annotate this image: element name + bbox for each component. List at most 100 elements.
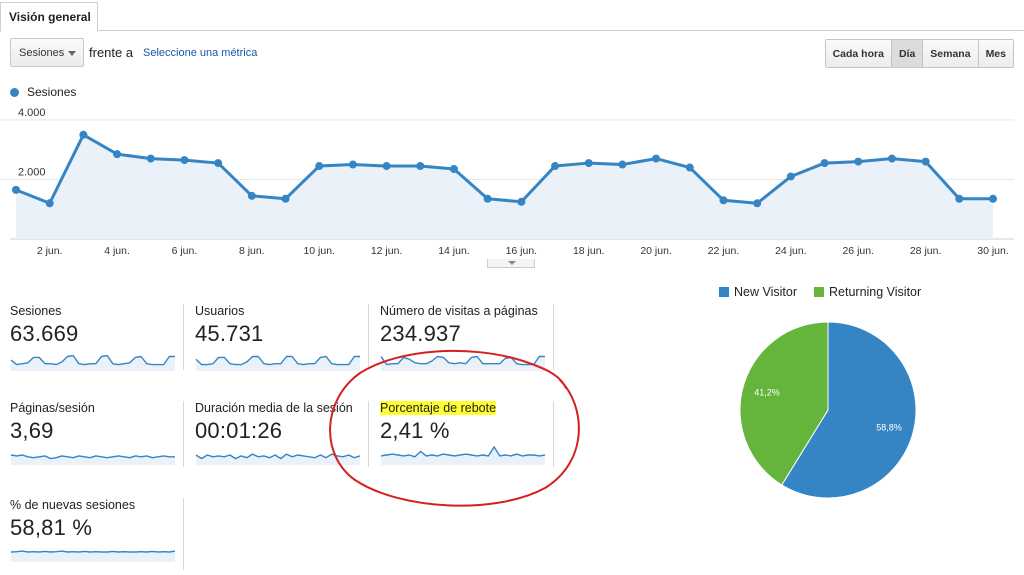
sparkline-fill (11, 455, 175, 465)
data-point (551, 162, 560, 171)
metric-pages-per-session[interactable]: Páginas/sesión 3,69 (10, 401, 178, 469)
x-tick-label: 10 jun. (303, 245, 335, 257)
data-point (584, 159, 593, 168)
data-point (214, 159, 223, 168)
metric-value: 45.731 (195, 321, 264, 346)
data-point (449, 165, 458, 174)
month-button[interactable]: Mes (978, 40, 1013, 67)
metric-label: Duración media de la sesión (195, 401, 353, 415)
pie-legend-returning[interactable]: Returning Visitor (814, 285, 921, 299)
y-tick-label: 4.000 (18, 107, 46, 119)
pie-slice (781, 321, 917, 499)
chart-resize-handle[interactable] (487, 259, 535, 268)
metric-select[interactable]: Sesiones (10, 38, 84, 67)
sparkline (10, 354, 175, 371)
x-tick-label: 6 jun. (172, 245, 198, 257)
sparkline (380, 446, 546, 465)
metric-new-sessions-percent[interactable]: % de nuevas sesiones 58,81 % (10, 498, 178, 566)
tab-bar: Visión general (0, 0, 1024, 32)
metric-label: Sesiones (10, 304, 62, 318)
metric-value: 3,69 (10, 418, 54, 443)
x-tick-label: 14 jun. (438, 245, 470, 257)
legend-label: New Visitor (734, 285, 797, 299)
week-button[interactable]: Semana (923, 40, 979, 67)
pie-legend-new[interactable]: New Visitor (719, 285, 797, 299)
y-tick-label: 2.000 (18, 166, 46, 178)
data-point (887, 154, 896, 163)
sparkline-line (10, 354, 175, 366)
x-tick-label: 4 jun. (104, 245, 130, 257)
sparkline-line (10, 454, 175, 460)
sparkline (195, 453, 361, 465)
data-point (652, 154, 661, 163)
metric-label: Páginas/sesión (10, 401, 95, 415)
data-point (786, 172, 795, 181)
chart-controls: Sesiones frente a Seleccione una métrica… (10, 38, 1014, 68)
chevron-down-icon (68, 51, 76, 56)
divider (183, 498, 184, 570)
versus-label: frente a (89, 45, 134, 60)
hourly-button[interactable]: Cada hora (825, 40, 892, 67)
legend-series-name: Sesiones (27, 85, 77, 99)
x-tick-label: 12 jun. (371, 245, 403, 257)
data-point (685, 163, 694, 172)
data-point (45, 199, 54, 208)
metric-value: 2,41 % (380, 418, 450, 443)
series-line (15, 133, 993, 205)
data-point (618, 160, 627, 169)
data-point (382, 162, 391, 171)
data-point (517, 197, 526, 206)
sessions-line-chart[interactable]: 2.000 4.000 2 jun. 4 jun. 6 jun. 8 jun. 10 jun… (0, 100, 1024, 260)
metric-value: 58,81 % (10, 515, 93, 540)
metric-value: 00:01:26 (195, 418, 283, 443)
data-point (820, 159, 829, 168)
data-point (247, 191, 256, 200)
metric-pageviews[interactable]: Número de visitas a páginas 234.937 (380, 304, 548, 372)
x-tick-label: 28 jun. (910, 245, 942, 257)
metric-label: Número de visitas a páginas (380, 304, 538, 318)
highlighted-label: Porcentaje de rebote (380, 401, 497, 415)
legend-swatch (814, 287, 824, 297)
chart-legend: Sesiones (10, 85, 76, 99)
tab-overview[interactable]: Visión general (0, 2, 98, 32)
data-point (753, 199, 762, 208)
data-point (719, 196, 728, 205)
pie-slice-label: 41,2% (754, 388, 780, 398)
area-fill (16, 134, 993, 239)
chevron-down-icon (508, 261, 516, 265)
x-tick-label: 30 jun. (977, 245, 1009, 257)
x-tick-label: 20 jun. (640, 245, 672, 257)
sparkline (380, 355, 545, 371)
sparkline-fill (196, 454, 360, 465)
day-button[interactable]: Día (891, 40, 924, 67)
sparkline (10, 550, 176, 562)
data-point (416, 162, 425, 171)
x-tick-label: 2 jun. (37, 245, 63, 257)
legend-marker (10, 88, 19, 97)
sparkline-fill (11, 551, 175, 562)
visitor-type-pie-chart[interactable]: 58,8% 41,2% (720, 310, 940, 510)
legend-label: Returning Visitor (829, 285, 922, 299)
pie-slice (739, 321, 829, 486)
x-tick-label: 26 jun. (842, 245, 874, 257)
data-point (79, 130, 88, 139)
data-point (483, 194, 492, 203)
metric-value: 63.669 (10, 321, 79, 346)
data-point (113, 150, 122, 159)
metric-avg-session-duration[interactable]: Duración media de la sesión 00:01:26 (195, 401, 363, 469)
data-point (989, 194, 997, 203)
sparkline (195, 355, 360, 371)
divider (183, 304, 184, 370)
metric-sessions[interactable]: Sesiones 63.669 (10, 304, 178, 372)
metric-users[interactable]: Usuarios 45.731 (195, 304, 363, 372)
x-tick-label: 8 jun. (239, 245, 265, 257)
x-tick-label: 22 jun. (708, 245, 740, 257)
granularity-buttons: Cada hora Día Semana Mes (824, 39, 1014, 68)
select-metric-link[interactable]: Seleccione una métrica (143, 47, 258, 59)
divider (368, 401, 369, 467)
data-point (955, 194, 964, 203)
metric-bounce-rate[interactable]: Porcentaje de rebote 2,41 % (380, 401, 548, 469)
data-point (315, 162, 324, 171)
data-point (281, 194, 290, 203)
legend-swatch (719, 287, 729, 297)
